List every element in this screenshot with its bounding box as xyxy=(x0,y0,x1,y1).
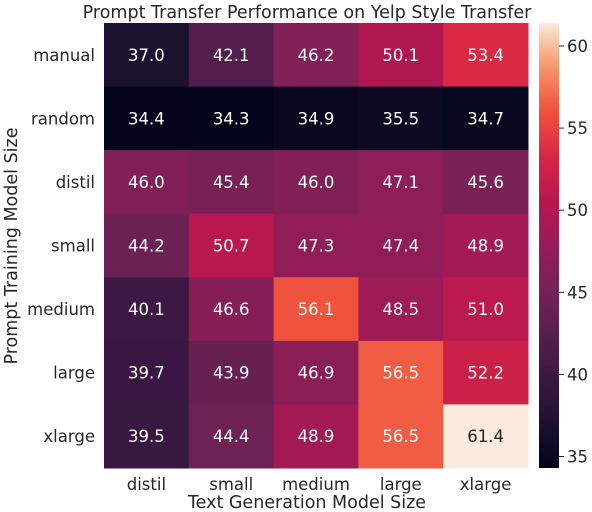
heatmap-cell xyxy=(443,86,529,151)
cell-value-label: 37.0 xyxy=(128,46,165,65)
cell-value-label: 46.6 xyxy=(213,300,250,319)
heatmap-cell xyxy=(358,86,444,151)
cell-value-label: 34.9 xyxy=(298,109,335,128)
y-tick-label: random xyxy=(31,109,95,128)
heatmap-cells xyxy=(104,23,529,469)
cell-value-label: 50.7 xyxy=(213,237,250,256)
heatmap-cell xyxy=(188,340,275,405)
cell-value-label: 47.1 xyxy=(382,173,419,192)
cell-value-label: 46.9 xyxy=(298,364,335,383)
colorbar-tick-label: 35 xyxy=(567,448,588,467)
cell-value-label: 47.4 xyxy=(382,237,419,256)
cell-value-label: 47.3 xyxy=(298,237,335,256)
heatmap-cell xyxy=(273,150,359,215)
cell-value-label: 56.1 xyxy=(298,300,335,319)
cell-value-label: 61.4 xyxy=(467,427,504,446)
colorbar-tick-label: 60 xyxy=(567,37,588,56)
x-tick-labels: distil small medium large xlarge xyxy=(127,475,512,494)
cell-value-label: 40.1 xyxy=(128,300,165,319)
heatmap-cell xyxy=(358,340,444,405)
x-tick-label: large xyxy=(380,475,422,494)
heatmap-cell xyxy=(443,340,529,405)
cell-value-label: 48.5 xyxy=(382,300,419,319)
heatmap-cell xyxy=(273,404,359,469)
y-tick-label: xlarge xyxy=(43,427,95,446)
heatmap-cell-labels: 37.0 42.1 46.2 50.1 53.4 34.4 34.3 34.9 35.5 34.7… xyxy=(128,46,504,446)
y-tick-label: medium xyxy=(27,300,95,319)
cell-value-label: 34.7 xyxy=(467,109,504,128)
heatmap-cell xyxy=(188,213,275,278)
heatmap-cell xyxy=(273,86,359,151)
cell-value-label: 56.5 xyxy=(382,427,419,446)
cell-value-label: 39.5 xyxy=(128,427,165,446)
colorbar-tick-label: 40 xyxy=(567,365,588,384)
heatmap-cell xyxy=(443,277,529,342)
heatmap-cell xyxy=(443,150,529,215)
y-tick-labels: manual random distil small medium large xlarge xyxy=(27,46,95,446)
heatmap-cell xyxy=(188,23,275,88)
heatmap-cell xyxy=(358,277,444,342)
cell-value-label: 51.0 xyxy=(467,300,504,319)
cell-value-label: 44.4 xyxy=(213,427,250,446)
cell-value-label: 53.4 xyxy=(467,46,504,65)
heatmap-cell xyxy=(188,150,275,215)
y-tick-label: distil xyxy=(56,173,95,192)
y-tick-label: manual xyxy=(33,46,95,65)
heatmap-cell xyxy=(443,213,529,278)
heatmap-cell xyxy=(358,404,444,469)
x-tick-label: xlarge xyxy=(460,475,512,494)
y-tick-label: small xyxy=(51,237,95,256)
cell-value-label: 44.2 xyxy=(128,237,165,256)
x-tick-label: small xyxy=(209,475,253,494)
x-axis-label: Text Generation Model Size xyxy=(187,493,426,512)
heatmap-cell xyxy=(104,340,190,405)
heatmap-cell xyxy=(188,277,275,342)
heatmap-cell xyxy=(273,213,359,278)
cell-value-label: 34.4 xyxy=(128,109,165,128)
cell-value-label: 39.7 xyxy=(128,364,165,383)
heatmap-cell xyxy=(273,340,359,405)
cell-value-label: 46.0 xyxy=(128,173,165,192)
cell-value-label: 45.6 xyxy=(467,173,504,192)
heatmap-cell xyxy=(358,150,444,215)
colorbar xyxy=(539,23,559,468)
cell-value-label: 46.2 xyxy=(298,46,335,65)
x-tick-label: medium xyxy=(282,475,350,494)
heatmap-cell xyxy=(443,404,529,469)
chart-title: Prompt Transfer Performance on Yelp Styl… xyxy=(83,3,532,23)
y-axis-label: Prompt Training Model Size xyxy=(2,128,22,365)
cell-value-label: 52.2 xyxy=(467,364,504,383)
heatmap-cell xyxy=(273,277,359,342)
colorbar-tick-label: 55 xyxy=(567,119,588,138)
heatmap-cell xyxy=(104,213,190,278)
cell-value-label: 46.0 xyxy=(298,173,335,192)
heatmap-cell xyxy=(358,23,444,88)
heatmap-cell xyxy=(104,404,190,469)
colorbar-ticks: 35 40 45 50 55 60 xyxy=(559,37,588,467)
cell-value-label: 56.5 xyxy=(382,364,419,383)
x-tick-label: distil xyxy=(127,475,166,494)
colorbar-tick-label: 50 xyxy=(567,201,588,220)
heatmap-cell xyxy=(104,277,190,342)
heatmap-cell xyxy=(273,23,359,88)
y-tick-label: large xyxy=(53,364,95,383)
cell-value-label: 42.1 xyxy=(213,46,250,65)
cell-value-label: 48.9 xyxy=(467,237,504,256)
heatmap-cell xyxy=(104,86,190,151)
colorbar-tick-label: 45 xyxy=(567,283,588,302)
heatmap-cell xyxy=(188,86,275,151)
cell-value-label: 35.5 xyxy=(382,109,419,128)
cell-value-label: 45.4 xyxy=(213,173,250,192)
cell-value-label: 48.9 xyxy=(298,427,335,446)
heatmap-cell xyxy=(358,213,444,278)
cell-value-label: 50.1 xyxy=(382,46,419,65)
heatmap-cell xyxy=(443,23,529,88)
cell-value-label: 43.9 xyxy=(213,364,250,383)
heatmap-cell xyxy=(104,23,190,88)
heatmap-cell xyxy=(188,404,275,469)
heatmap-cell xyxy=(104,150,190,215)
cell-value-label: 34.3 xyxy=(213,109,250,128)
